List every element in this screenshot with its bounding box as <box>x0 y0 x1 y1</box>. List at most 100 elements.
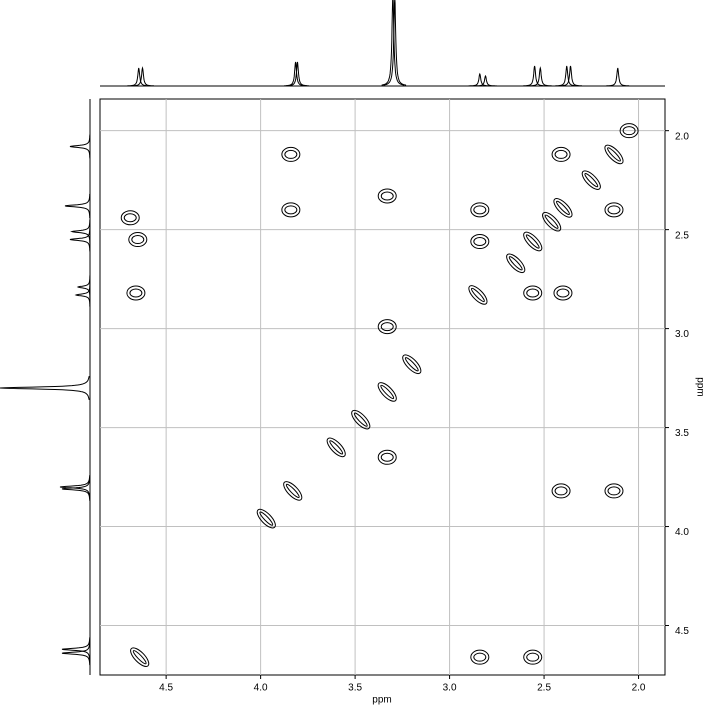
contour <box>553 198 573 218</box>
projection-peak <box>69 227 91 252</box>
contour <box>281 202 301 218</box>
contour <box>471 287 485 303</box>
contour <box>285 483 300 499</box>
contour <box>329 440 344 455</box>
contour <box>404 357 419 372</box>
projection-peak <box>127 67 151 87</box>
y-tick-label: 2.0 <box>675 131 689 142</box>
contour <box>544 214 559 229</box>
contour <box>554 486 568 496</box>
projection-peak <box>528 66 552 87</box>
contour <box>607 147 621 162</box>
projection-peak <box>284 61 307 87</box>
contour <box>284 149 298 159</box>
contour <box>284 205 298 215</box>
contour <box>351 409 371 430</box>
projection-peak <box>523 65 546 87</box>
contour <box>508 256 523 271</box>
contour <box>551 146 571 162</box>
contour <box>525 234 540 249</box>
y-tick-label: 2.5 <box>675 230 689 241</box>
contour <box>128 232 148 248</box>
contour <box>377 319 397 335</box>
contour <box>523 231 543 252</box>
contour <box>584 173 599 188</box>
projection-peak <box>61 477 91 501</box>
contour <box>607 205 621 215</box>
contour <box>259 511 274 526</box>
projection-peak <box>59 475 91 499</box>
contour <box>353 412 368 427</box>
contour <box>402 354 422 375</box>
contour <box>526 652 540 662</box>
x-tick-label: 2.5 <box>537 683 551 694</box>
contour <box>473 237 487 247</box>
contour <box>470 649 490 665</box>
x-tick-label: 3.5 <box>348 683 362 694</box>
contour <box>126 285 146 301</box>
contour <box>506 253 526 274</box>
contour <box>604 483 624 499</box>
projection-peak <box>69 134 91 159</box>
contour <box>470 202 490 218</box>
contour <box>123 213 137 223</box>
projection-peak <box>606 67 630 87</box>
y-axis-label: ppm <box>694 377 705 396</box>
contour <box>132 650 147 665</box>
contour <box>473 205 487 215</box>
projection-peak <box>559 65 582 87</box>
x-tick-label: 4.0 <box>254 683 268 694</box>
contour <box>380 452 394 462</box>
contour <box>581 170 601 190</box>
contour <box>129 288 143 298</box>
contour <box>553 285 573 301</box>
contour <box>380 191 394 201</box>
x-tick-label: 2.0 <box>632 683 646 694</box>
contour <box>607 486 621 496</box>
contour <box>377 188 397 204</box>
projection-peak <box>61 637 91 662</box>
contour <box>622 126 636 136</box>
plot-frame <box>99 98 666 676</box>
contour <box>380 322 394 332</box>
projection-peak <box>131 66 154 87</box>
projection-peak <box>74 283 91 307</box>
projection-peak <box>474 74 497 87</box>
contour <box>523 285 543 301</box>
contour <box>380 384 395 400</box>
y-tick-label: 3.0 <box>675 329 689 340</box>
contour <box>326 437 346 458</box>
contour <box>556 288 570 298</box>
contour <box>120 210 140 226</box>
contour <box>619 123 639 139</box>
contour <box>377 382 397 402</box>
contour <box>281 146 301 162</box>
contour <box>470 234 490 250</box>
contour <box>604 202 624 218</box>
projection-peak <box>383 0 407 86</box>
contour <box>130 647 150 667</box>
contour <box>554 149 568 159</box>
contour <box>604 144 624 165</box>
contour <box>523 649 543 665</box>
projection-peak <box>61 641 91 666</box>
contour <box>131 235 145 245</box>
projection-peak <box>468 72 492 87</box>
contour <box>551 483 571 499</box>
y-tick-label: 3.5 <box>675 428 689 439</box>
x-tick-label: 4.5 <box>159 683 173 694</box>
contour <box>468 285 488 305</box>
projection-peak <box>555 65 579 87</box>
contour <box>526 288 540 298</box>
y-tick-label: 4.0 <box>675 527 689 538</box>
x-tick-label: 3.0 <box>443 683 457 694</box>
projection-peak <box>76 275 91 299</box>
projection-peak <box>381 0 405 86</box>
contour <box>283 481 303 501</box>
contour <box>377 449 397 465</box>
contour <box>473 652 487 662</box>
projection-peak <box>70 219 91 244</box>
contour <box>542 211 562 232</box>
